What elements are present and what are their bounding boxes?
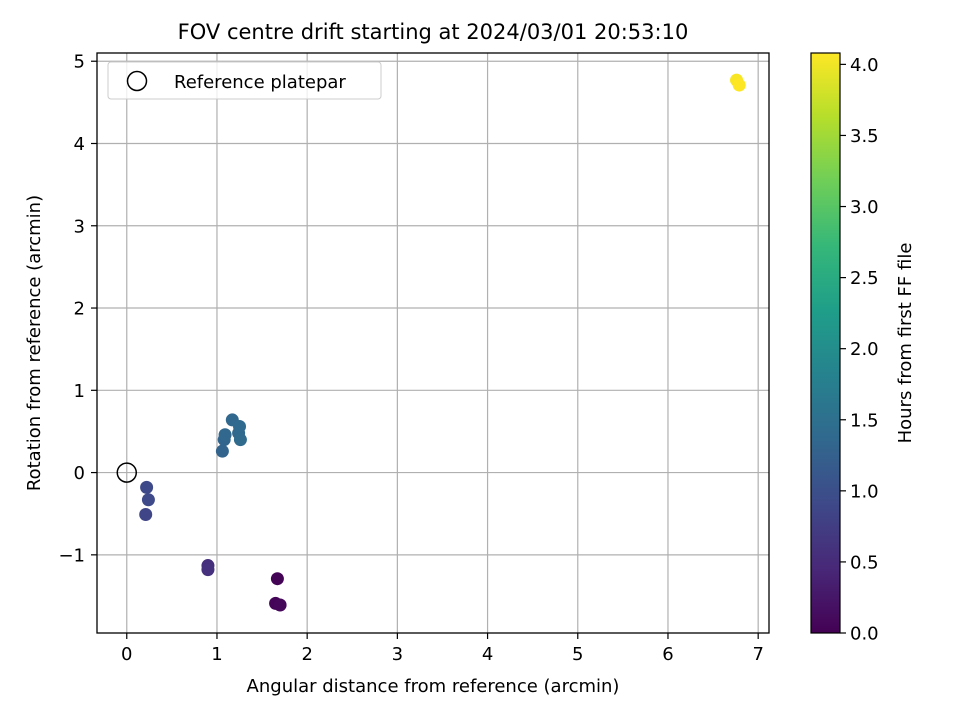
colorbar: 0.0 0.5 1.0 1.5 2.0 2.5 3.0 3.5 4.0 Hours from f… (810, 52, 916, 645)
data-points (139, 73, 746, 612)
colorbar-tick-label: 1.5 (850, 410, 879, 431)
legend-entry-label: Reference platepar (174, 72, 346, 93)
data-point (140, 480, 154, 494)
colorbar-tick-label: 0.0 (850, 624, 879, 645)
grid-lines (97, 53, 769, 633)
x-tick-label: 7 (752, 644, 763, 665)
y-axis-ticks: −1 0 1 2 3 4 5 (58, 52, 97, 566)
y-tick-label: 2 (74, 299, 85, 320)
x-axis-label: Angular distance from reference (arcmin) (247, 676, 620, 697)
x-tick-label: 0 (121, 644, 132, 665)
colorbar-tick-label: 2.5 (850, 268, 879, 289)
x-tick-label: 1 (211, 644, 222, 665)
data-point (732, 78, 746, 92)
data-point (218, 428, 232, 442)
colorbar-tick-label: 3.0 (850, 197, 879, 218)
colorbar-tick-label: 3.5 (850, 126, 879, 147)
data-point (141, 493, 155, 507)
legend-box (107, 61, 382, 100)
x-axis-ticks: 0 1 2 3 4 5 6 7 (121, 633, 764, 665)
colorbar-tick-label: 4.0 (850, 55, 879, 76)
y-tick-label: 4 (74, 134, 85, 155)
data-point (273, 598, 287, 612)
legend-marker-icon (126, 70, 148, 92)
y-tick-label: 0 (74, 463, 85, 484)
data-point (215, 444, 229, 458)
colorbar-tick-label: 1.0 (850, 481, 879, 502)
colorbar-tick-label: 0.5 (850, 552, 879, 573)
y-tick-label: 3 (74, 216, 85, 237)
data-point (233, 433, 247, 447)
colorbar-gradient (810, 52, 841, 634)
chart-title: FOV centre drift starting at 2024/03/01 … (178, 20, 689, 44)
x-tick-label: 6 (662, 644, 673, 665)
colorbar-label: Hours from first FF file (895, 243, 916, 444)
plot-frame (96, 52, 770, 634)
y-axis-label: Rotation from reference (arcmin) (24, 195, 45, 491)
data-point (139, 508, 153, 522)
y-tick-label: 5 (74, 52, 85, 73)
data-point (270, 572, 284, 586)
x-tick-label: 4 (482, 644, 493, 665)
y-tick-label: −1 (58, 545, 85, 566)
y-tick-label: 1 (74, 381, 85, 402)
x-tick-label: 3 (392, 644, 403, 665)
x-tick-label: 2 (301, 644, 312, 665)
colorbar-ticks: 0.0 0.5 1.0 1.5 2.0 2.5 3.0 3.5 4.0 (840, 55, 879, 645)
data-point (201, 563, 215, 577)
legend: Reference platepar (107, 61, 382, 100)
reference-platepar-marker (116, 462, 138, 483)
x-tick-label: 5 (572, 644, 583, 665)
data-point (233, 420, 247, 434)
colorbar-tick-label: 2.0 (850, 339, 879, 360)
